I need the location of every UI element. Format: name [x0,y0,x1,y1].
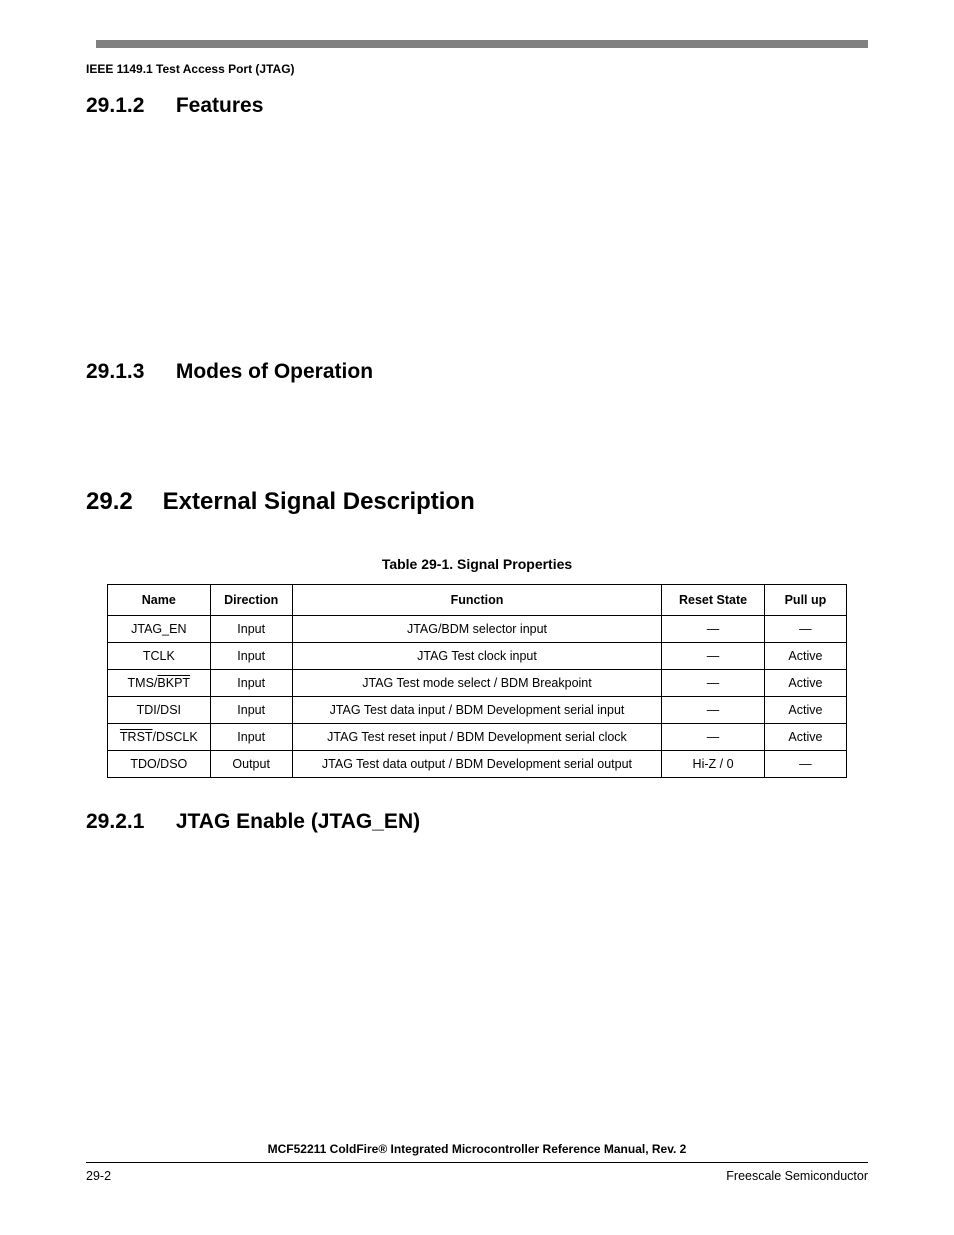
cell-pullup: — [764,751,846,778]
cell-pullup: Active [764,697,846,724]
cell-pullup: Active [764,643,846,670]
col-header-name: Name [108,585,211,616]
spacer [86,128,868,350]
section-title: External Signal Description [163,488,475,515]
table-header-row: Name Direction Function Reset State Pull… [108,585,847,616]
table-row: TRST/DSCLKInputJTAG Test reset input / B… [108,724,847,751]
table-row: TMS/BKPTInputJTAG Test mode select / BDM… [108,670,847,697]
cell-reset: — [662,643,765,670]
footer-manual-title: MCF52211 ColdFire® Integrated Microcontr… [86,1142,868,1156]
chapter-header: IEEE 1149.1 Test Access Port (JTAG) [86,62,868,76]
col-header-direction: Direction [210,585,292,616]
overline-text: TRST [120,730,153,744]
footer-page-number: 29-2 [86,1169,111,1183]
section-number: 29.1.3 [86,360,170,384]
cell-pullup: Active [764,724,846,751]
section-heading-features: 29.1.2 Features [86,94,868,118]
cell-direction: Input [210,670,292,697]
footer-rule [86,1162,868,1163]
cell-name: TDI/DSI [108,697,211,724]
top-rule [96,40,868,48]
footer-vendor: Freescale Semiconductor [726,1169,868,1183]
footer-row: 29-2 Freescale Semiconductor [86,1169,868,1183]
overline-text: BKPT [157,676,190,690]
table-caption: Table 29-1. Signal Properties [86,556,868,572]
cell-direction: Output [210,751,292,778]
col-header-function: Function [292,585,662,616]
cell-function: JTAG Test data output / BDM Development … [292,751,662,778]
cell-direction: Input [210,643,292,670]
table-row: TDO/DSOOutputJTAG Test data output / BDM… [108,751,847,778]
cell-pullup: Active [764,670,846,697]
cell-reset: — [662,697,765,724]
section-title: Modes of Operation [176,360,373,383]
cell-function: JTAG Test clock input [292,643,662,670]
page: IEEE 1149.1 Test Access Port (JTAG) 29.1… [0,0,954,1235]
spacer [86,394,868,478]
section-number: 29.2 [86,488,156,516]
section-title: Features [176,94,264,117]
cell-function: JTAG Test reset input / BDM Development … [292,724,662,751]
cell-function: JTAG Test mode select / BDM Breakpoint [292,670,662,697]
cell-reset: — [662,724,765,751]
cell-reset: — [662,616,765,643]
cell-name: TDO/DSO [108,751,211,778]
section-title: JTAG Enable (JTAG_EN) [176,810,420,833]
table-row: TDI/DSIInputJTAG Test data input / BDM D… [108,697,847,724]
cell-reset: Hi-Z / 0 [662,751,765,778]
cell-name: TMS/BKPT [108,670,211,697]
table-row: JTAG_ENInputJTAG/BDM selector input—— [108,616,847,643]
section-heading-external-signal: 29.2 External Signal Description [86,488,868,516]
table-row: TCLKInputJTAG Test clock input—Active [108,643,847,670]
cell-name: TRST/DSCLK [108,724,211,751]
section-heading-jtag-enable: 29.2.1 JTAG Enable (JTAG_EN) [86,810,868,834]
col-header-reset: Reset State [662,585,765,616]
cell-direction: Input [210,616,292,643]
cell-direction: Input [210,724,292,751]
cell-name: JTAG_EN [108,616,211,643]
cell-name: TCLK [108,643,211,670]
cell-pullup: — [764,616,846,643]
col-header-pullup: Pull up [764,585,846,616]
cell-direction: Input [210,697,292,724]
cell-function: JTAG/BDM selector input [292,616,662,643]
signal-properties-table: Name Direction Function Reset State Pull… [107,584,847,778]
section-number: 29.2.1 [86,810,170,834]
spacer [86,778,868,800]
cell-reset: — [662,670,765,697]
cell-function: JTAG Test data input / BDM Development s… [292,697,662,724]
section-heading-modes: 29.1.3 Modes of Operation [86,360,868,384]
spacer [86,526,868,556]
page-footer: MCF52211 ColdFire® Integrated Microcontr… [86,1142,868,1183]
section-number: 29.1.2 [86,94,170,118]
